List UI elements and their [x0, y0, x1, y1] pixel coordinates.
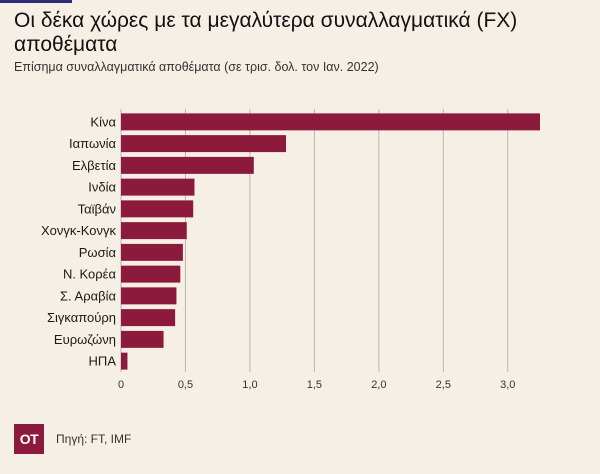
- footer: ΟΤ Πηγή: FT, IMF: [14, 424, 131, 454]
- category-label: Κίνα: [90, 114, 116, 129]
- x-tick-label: 2,5: [436, 379, 451, 391]
- category-label: Χονγκ-Κονγκ: [41, 223, 116, 238]
- bar-8: [121, 287, 177, 305]
- category-label: Ταϊβάν: [78, 201, 116, 216]
- bar-4: [121, 200, 194, 218]
- chart-subtitle: Επίσημα συναλλαγματικά αποθέματα (σε τρι…: [14, 60, 379, 74]
- bars: [121, 113, 540, 370]
- chart-title: Οι δέκα χώρες με τα μεγαλύτερα συναλλαγμ…: [14, 9, 518, 56]
- bar-9: [121, 309, 176, 327]
- category-label: Ινδία: [88, 180, 116, 195]
- category-label: Ρωσία: [79, 245, 117, 260]
- category-label: ΗΠΑ: [89, 354, 117, 369]
- category-label: Ιαπωνία: [69, 136, 116, 151]
- category-label: Ν. Κορέα: [63, 267, 117, 282]
- bar-chart: Κίνα Ιαπωνία Ελβετία Ινδία Ταϊβάν Χονγκ-Κονγκ…: [41, 109, 540, 391]
- x-tick-label: 0,5: [178, 379, 193, 391]
- bar-6: [121, 243, 183, 261]
- bar-1: [121, 135, 287, 153]
- header-accent-line: [0, 0, 72, 3]
- bar-7: [121, 265, 181, 283]
- category-label: Ελβετία: [72, 158, 116, 173]
- ot-logo: ΟΤ: [14, 424, 44, 454]
- bar-2: [121, 156, 254, 174]
- bar-5: [121, 222, 187, 240]
- category-label: Σ. Αραβία: [60, 288, 116, 303]
- source-text: Πηγή: FT, IMF: [56, 432, 132, 446]
- bar-3: [121, 178, 195, 196]
- x-tick-label: 0: [118, 379, 124, 391]
- bar-10: [121, 330, 164, 348]
- bar-0: [121, 113, 540, 131]
- x-tick-label: 1,5: [307, 379, 322, 391]
- category-labels: Κίνα Ιαπωνία Ελβετία Ινδία Ταϊβάν Χονγκ-Κονγκ…: [41, 114, 116, 368]
- grid-lines: [120, 109, 509, 372]
- bar-11: [121, 352, 128, 370]
- category-label: Σιγκαπούρη: [47, 310, 116, 325]
- category-label: Ευρωζώνη: [54, 332, 116, 347]
- x-tick-label: 2,0: [371, 379, 386, 391]
- x-tick-label: 3,0: [500, 379, 515, 391]
- x-tick-labels: 0 0,5 1,0 1,5 2,0 2,5 3,0: [118, 379, 515, 391]
- x-tick-label: 1,0: [242, 379, 257, 391]
